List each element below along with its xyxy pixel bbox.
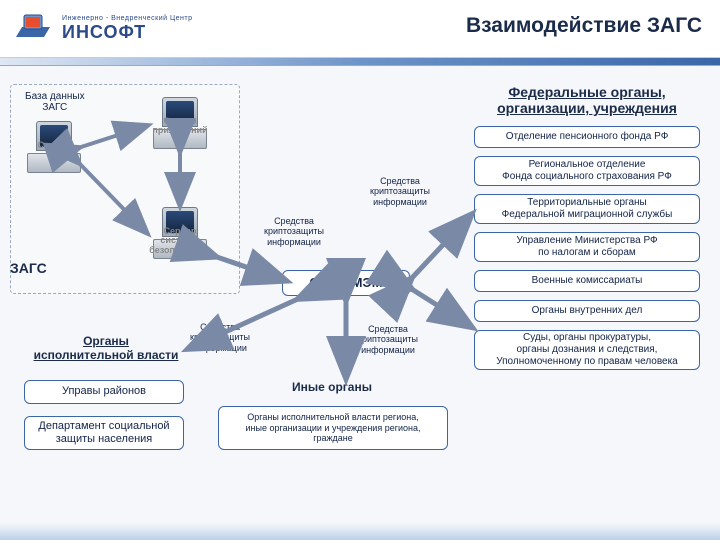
federal-header: Федеральные органы, организации, учрежде…: [472, 84, 702, 116]
fed-item-3: Управление Министерства РФ по налогам и …: [474, 232, 700, 262]
fed-item-1: Региональное отделение Фонда социального…: [474, 156, 700, 186]
logo-icon: [14, 11, 54, 47]
dept-box: Департамент социальной защиты населения: [24, 416, 184, 450]
footer-stripe: [0, 522, 720, 540]
fed-item-0: Отделение пенсионного фонда РФ: [474, 126, 700, 148]
crypto-label-2: Средства криптозащиты информации: [360, 176, 440, 207]
db-label: База данных ЗАГС: [25, 91, 85, 113]
crypto-label-1: Средства криптозащиты информации: [254, 216, 334, 247]
diagram-canvas: База данных ЗАГС Сервер БД Сервер прилож…: [0, 66, 720, 522]
smev-box: СМЭВ МЭМ: [282, 270, 410, 296]
server-app: Сервер приложений: [151, 97, 209, 151]
other-box: Органы исполнительной власти региона, ин…: [218, 406, 448, 450]
fed-item-4: Военные комиссариаты: [474, 270, 700, 292]
other-header: Иные органы: [242, 380, 422, 394]
crypto-label-4: Средства криптозащиты информации: [348, 324, 428, 355]
uprava-box: Управы районов: [24, 380, 184, 404]
logo-title: ИНСОФТ: [62, 22, 193, 43]
fed-item-6: Суды, органы прокуратуры, органы дознани…: [474, 330, 700, 370]
server-db: Сервер БД: [25, 121, 83, 175]
fed-item-5: Органы внутренних дел: [474, 300, 700, 322]
logo-subtitle: Инженерно - Внедренческий Центр: [62, 15, 193, 22]
header-stripe: [0, 58, 720, 66]
logo: Инженерно - Внедренческий Центр ИНСОФТ: [14, 11, 193, 47]
zags-title: ЗАГС: [10, 260, 47, 276]
page-title: Взаимодействие ЗАГС: [466, 14, 702, 38]
server-security: Сервер системы безопасности: [151, 207, 209, 261]
crypto-label-3: Средства криптозащиты информации: [180, 322, 260, 353]
fed-item-2: Территориальные органы Федеральной мигра…: [474, 194, 700, 224]
header: Инженерно - Внедренческий Центр ИНСОФТ В…: [0, 0, 720, 58]
exec-header: Органы исполнительной власти: [26, 334, 186, 362]
